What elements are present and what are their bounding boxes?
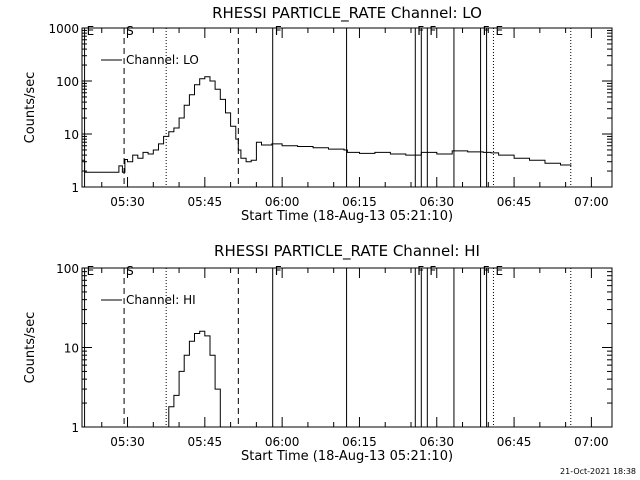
chart-1-x-tick-label: 05:45 [188, 195, 223, 209]
chart-2-marker-label: E [87, 264, 95, 278]
chart-2-y-tick-label: 1 [71, 421, 79, 435]
chart-2-marker-label: F [483, 264, 490, 278]
chart-1-marker-label: E [87, 24, 95, 38]
chart-2-marker-label: E [495, 264, 503, 278]
chart-1-marker-label: F [429, 24, 436, 38]
chart-1-y-tick-label: 10 [64, 128, 79, 142]
chart-2-x-tick-label: 06:15 [342, 435, 377, 449]
chart-1-marker-label: F [483, 24, 490, 38]
chart-1-x-tick-label: 06:30 [419, 195, 454, 209]
chart-2-y-tick-label: 100 [56, 262, 79, 276]
chart-1-y-tick-label: 100 [56, 75, 79, 89]
chart-2-marker-label: F [429, 264, 436, 278]
chart-1-marker-label: S [126, 24, 134, 38]
chart-2-x-tick-label: 07:00 [574, 435, 609, 449]
chart-1-y-axis-label: Counts/sec [23, 72, 38, 144]
chart-1-marker-label: F [417, 24, 424, 38]
chart-1-x-tick-label: 06:00 [265, 195, 300, 209]
chart-1-marker-label: E [495, 24, 503, 38]
chart-2-x-tick-label: 06:00 [265, 435, 300, 449]
chart-2-marker-label: F [275, 264, 282, 278]
chart-2-x-tick-label: 05:45 [188, 435, 223, 449]
chart-2-x-axis-label: Start Time (18-Aug-13 05:21:10) [241, 449, 453, 464]
chart-1-legend-label: Channel: LO [126, 53, 199, 67]
chart-1-x-tick-label: 06:15 [342, 195, 377, 209]
chart-2-x-tick-label: 06:45 [497, 435, 532, 449]
chart-2-y-tick-label: 10 [64, 342, 79, 356]
chart-2-series-line [166, 330, 221, 428]
chart-1-y-tick-label: 1000 [48, 22, 79, 36]
chart-2-title: RHESSI PARTICLE_RATE Channel: HI [214, 242, 480, 261]
chart-1-x-axis-label: Start Time (18-Aug-13 05:21:10) [241, 209, 453, 224]
chart-1-series-line [82, 76, 572, 173]
chart-2-x-tick-label: 06:30 [419, 435, 454, 449]
chart-1-y-tick-label: 1 [71, 181, 79, 195]
chart-1-x-tick-label: 07:00 [574, 195, 609, 209]
chart-1-title: RHESSI PARTICLE_RATE Channel: LO [212, 4, 482, 23]
chart-1-x-tick-label: 05:30 [110, 195, 145, 209]
chart-2-y-axis-label: Counts/sec [23, 312, 38, 384]
chart-2-x-tick-label: 05:30 [110, 435, 145, 449]
chart-2-marker-label: F [417, 264, 424, 278]
chart-1-x-tick-label: 06:45 [497, 195, 532, 209]
date-stamp: 21-Oct-2021 18:38 [560, 467, 636, 476]
chart-1-marker-label: F [275, 24, 282, 38]
chart-2-marker-label: S [126, 264, 134, 278]
chart-2-legend-label: Channel: HI [126, 293, 196, 307]
